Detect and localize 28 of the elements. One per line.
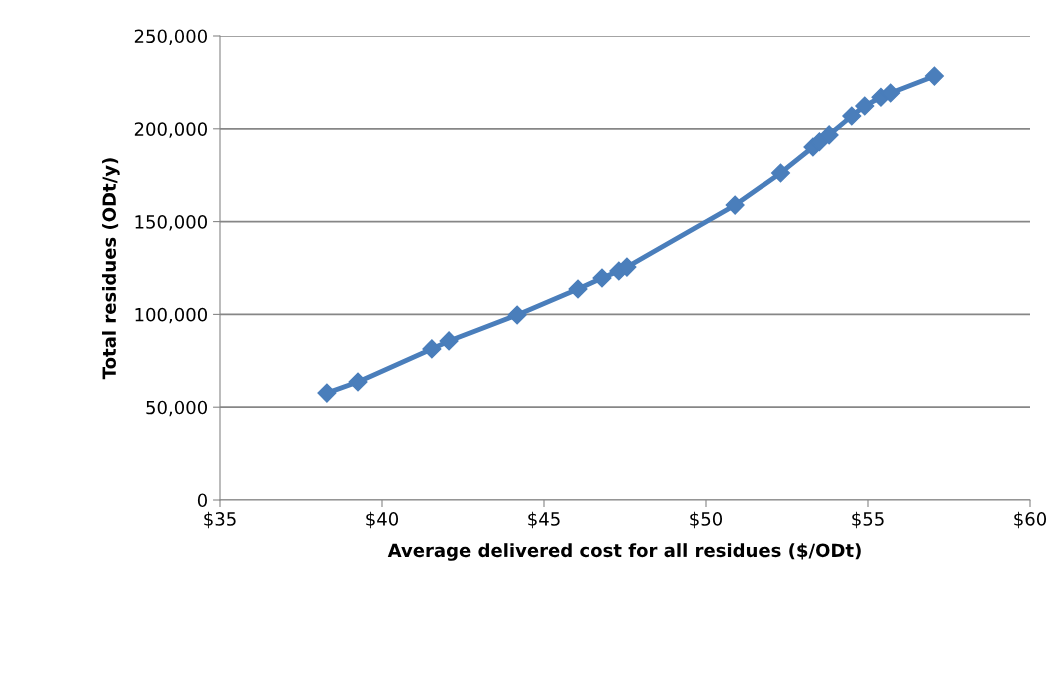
point bbox=[725, 195, 745, 215]
y-tick-label: 100,000 bbox=[135, 307, 207, 324]
x-tick-label: $50 bbox=[690, 511, 723, 529]
x-axis-title: Average delivered cost for all residues ($/ODt) bbox=[387, 543, 861, 561]
y-axis-title: Total residues (ODt/y) bbox=[102, 158, 120, 380]
y-tick-label: 250,000 bbox=[134, 29, 207, 45]
point bbox=[317, 383, 337, 403]
point bbox=[881, 83, 901, 103]
point bbox=[842, 106, 862, 126]
point bbox=[422, 339, 442, 359]
y-tick-label: 150,000 bbox=[135, 215, 207, 231]
x-tick-label: $45 bbox=[528, 511, 560, 529]
x-tick-label: $40 bbox=[366, 511, 399, 529]
point bbox=[592, 268, 612, 288]
point bbox=[439, 331, 459, 351]
point bbox=[819, 125, 839, 145]
point bbox=[924, 66, 944, 86]
x-tick-label: $55 bbox=[852, 511, 884, 529]
point bbox=[855, 96, 875, 116]
y-tick-label: 0 bbox=[197, 493, 207, 508]
y-tick-label: 200,000 bbox=[134, 122, 207, 138]
point bbox=[770, 163, 791, 183]
x-tick-label: $35 bbox=[204, 511, 236, 529]
point bbox=[568, 279, 588, 299]
point bbox=[507, 305, 527, 325]
y-tick-label: 50,000 bbox=[146, 400, 207, 417]
point bbox=[348, 372, 368, 392]
x-tick-label: $60 bbox=[1014, 511, 1047, 529]
